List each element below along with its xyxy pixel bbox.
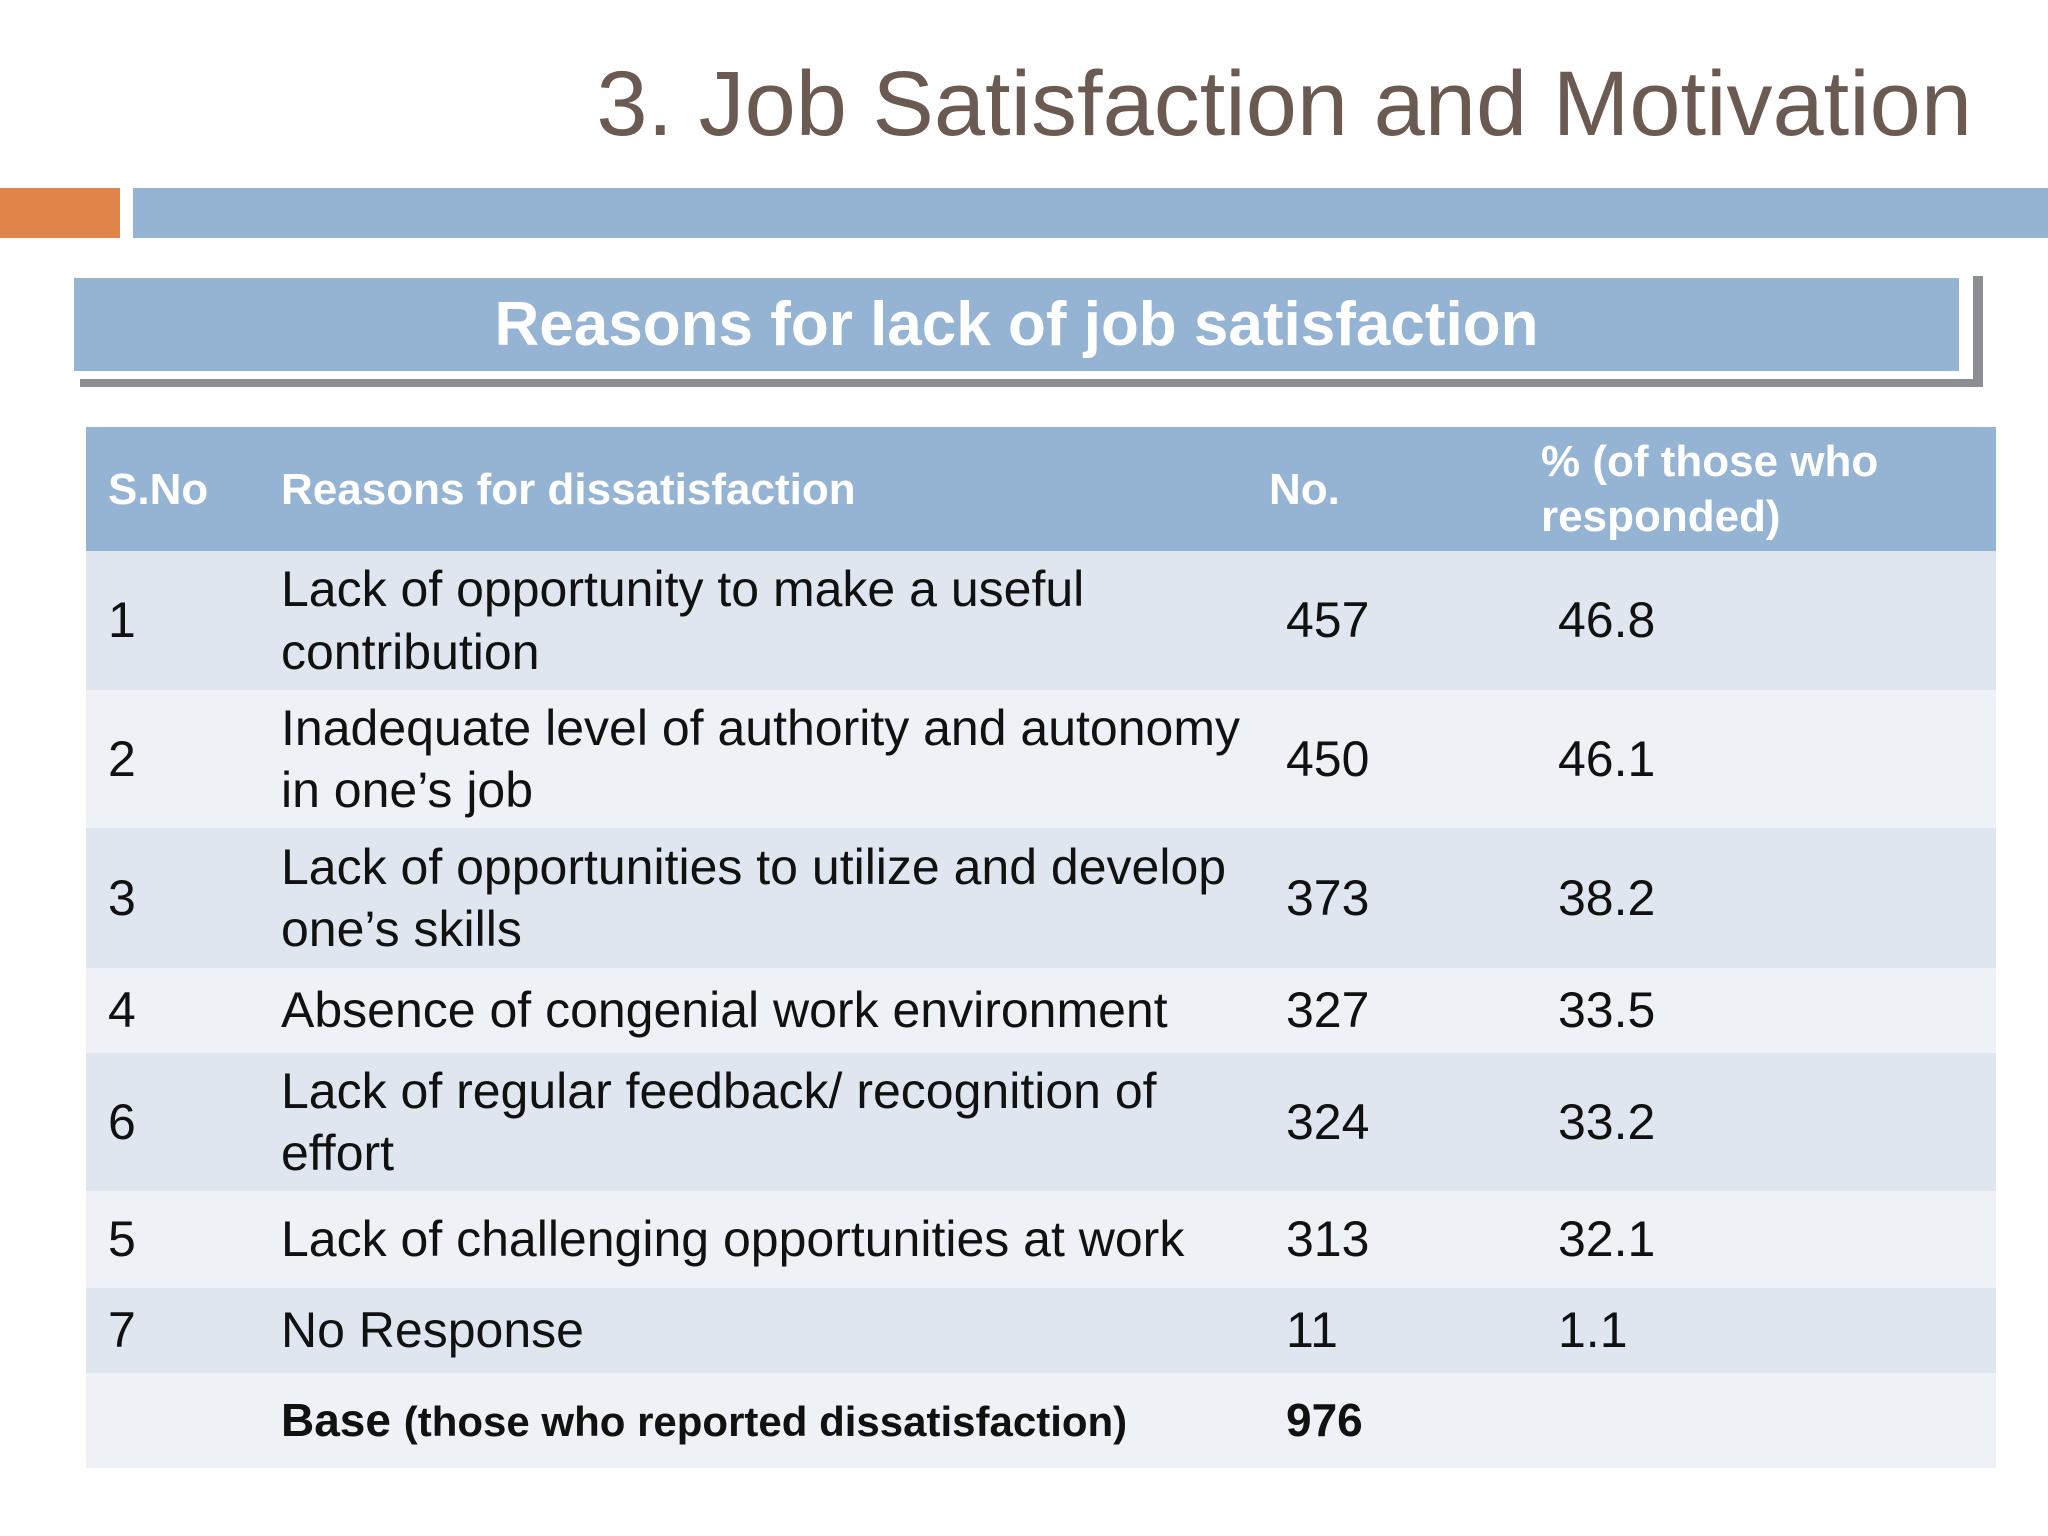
column-header: S.No — [108, 464, 209, 514]
table-cell: 11 — [1286, 1302, 1338, 1359]
base-label-cell: Base (those who reported dissatisfaction… — [281, 1392, 1281, 1450]
table-cell: Lack of challenging opportunities at wor… — [281, 1211, 1185, 1268]
base-label: Base — [281, 1393, 391, 1446]
table-row: 3 Lack of opportunities to utilize and de… — [86, 828, 1996, 968]
table-cell: Lack of regular feedback/ recognition of… — [281, 1062, 1157, 1182]
table-cell: Lack of opportunity to make a useful con… — [281, 561, 1085, 680]
table-cell: 1 — [108, 592, 136, 649]
table-cell: 46.1 — [1558, 730, 1656, 787]
table-cell: 46.8 — [1558, 592, 1656, 649]
table-cell: 324 — [1286, 1093, 1370, 1150]
table-cell: 2 — [108, 730, 136, 787]
table-cell: 33.2 — [1558, 1093, 1656, 1150]
table-cell: 5 — [108, 1211, 136, 1268]
table-row: 4 Absence of congenial work environment 32… — [86, 968, 1996, 1053]
column-header: No. — [1269, 464, 1340, 514]
accent-bar — [0, 188, 120, 238]
table-cell: 4 — [108, 982, 136, 1039]
table-cell: Absence of congenial work environment — [281, 982, 1168, 1039]
table-cell: No Response — [281, 1302, 584, 1359]
table-cell: 450 — [1286, 730, 1370, 787]
table-cell: Lack of opportunities to utilize and dev… — [281, 838, 1227, 958]
base-value: 976 — [1286, 1393, 1363, 1446]
table-cell: Inadequate level of authority and autono… — [281, 699, 1241, 819]
table-cell: 3 — [108, 869, 136, 926]
table-cell: 33.5 — [1558, 982, 1656, 1039]
table-row: 2 Inadequate level of authority and auton… — [86, 690, 1996, 828]
table-row: 5 Lack of challenging opportunities at wo… — [86, 1191, 1996, 1288]
table-cell: 327 — [1286, 982, 1370, 1039]
table-row: 7 No Response 11 1.1 — [86, 1288, 1996, 1373]
subtitle: Reasons for lack of job satisfaction — [74, 278, 1959, 371]
column-header: % (of those who responded) — [1541, 437, 1879, 541]
table-row: 6 Lack of regular feedback/ recognition o… — [86, 1053, 1996, 1191]
table-cell: 373 — [1286, 869, 1370, 926]
table-cell: 7 — [108, 1302, 136, 1359]
base-row: Base (those who reported dissatisfaction… — [86, 1373, 1996, 1468]
column-header: Reasons for dissatisfaction — [281, 464, 856, 514]
table-cell: 313 — [1286, 1211, 1370, 1268]
table: S.No Reasons for dissatisfaction No. % (of … — [86, 427, 1996, 1468]
table-cell: 32.1 — [1558, 1211, 1656, 1268]
header-row: S.No Reasons for dissatisfaction No. % (of … — [86, 427, 1996, 551]
table-cell: 457 — [1286, 592, 1370, 649]
header-bar — [133, 188, 2048, 238]
slide-title: 3. Job Satisfaction and Motivation — [596, 53, 1972, 155]
table-cell: 6 — [108, 1093, 136, 1150]
table-cell: 38.2 — [1558, 869, 1656, 926]
table-cell: 1.1 — [1558, 1302, 1628, 1359]
table-row: 1 Lack of opportunity to make a useful co… — [86, 551, 1996, 690]
base-note: (those who reported dissatisfaction) — [403, 1397, 1128, 1445]
